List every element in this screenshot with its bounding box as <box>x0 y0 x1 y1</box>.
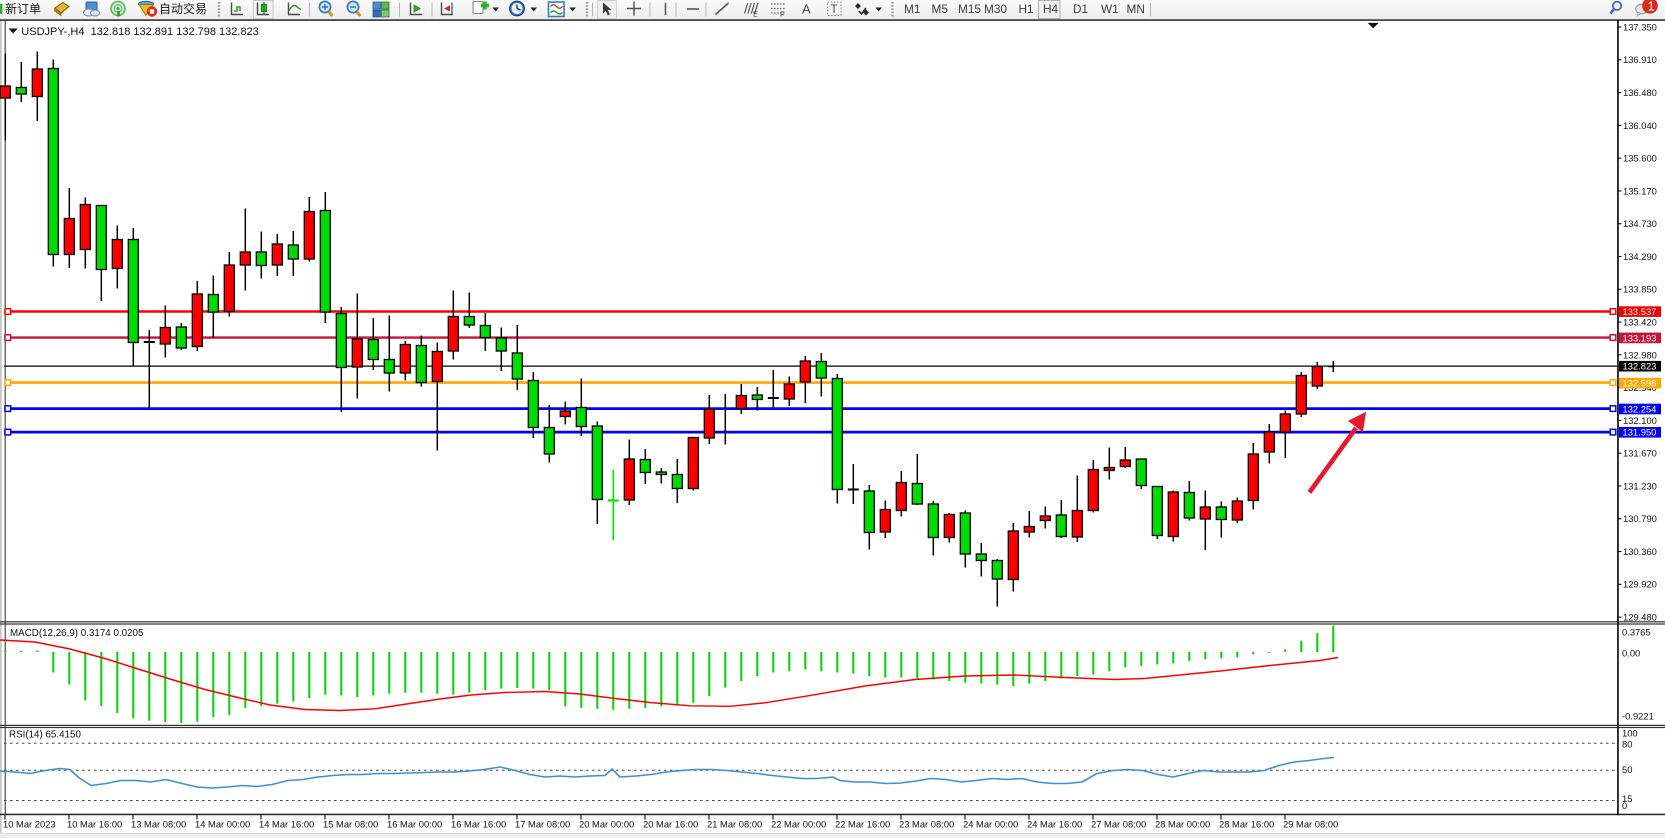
svg-text:14 Mar 16:00: 14 Mar 16:00 <box>259 819 314 830</box>
svg-text:0.3765: 0.3765 <box>1622 626 1651 637</box>
svg-text:22 Mar 00:00: 22 Mar 00:00 <box>771 819 826 830</box>
svg-text:13 Mar 08:00: 13 Mar 08:00 <box>131 819 186 830</box>
svg-text:23 Mar 08:00: 23 Mar 08:00 <box>899 819 954 830</box>
svg-text:131.670: 131.670 <box>1623 448 1657 459</box>
svg-text:131.230: 131.230 <box>1623 480 1657 491</box>
svg-text:20 Mar 16:00: 20 Mar 16:00 <box>643 819 698 830</box>
svg-text:136.040: 136.040 <box>1623 120 1657 131</box>
svg-text:自动交易: 自动交易 <box>159 1 207 16</box>
svg-text:D1: D1 <box>1073 2 1088 16</box>
svg-text:15: 15 <box>1622 793 1632 804</box>
svg-text:10 Mar 16:00: 10 Mar 16:00 <box>67 819 122 830</box>
svg-text:28 Mar 00:00: 28 Mar 00:00 <box>1155 819 1210 830</box>
svg-text:16 Mar 00:00: 16 Mar 00:00 <box>387 819 442 830</box>
svg-text:27 Mar 08:00: 27 Mar 08:00 <box>1091 819 1146 830</box>
svg-text:132.100: 132.100 <box>1623 415 1657 426</box>
svg-text:29 Mar 08:00: 29 Mar 08:00 <box>1283 819 1338 830</box>
svg-text:USDJPY-,H4 132.818 132.891 13: USDJPY-,H4 132.818 132.891 132.798 132.8… <box>21 26 258 38</box>
svg-text:129.480: 129.480 <box>1623 611 1657 622</box>
svg-text:130.360: 130.360 <box>1623 546 1657 557</box>
svg-text:A: A <box>802 2 811 17</box>
svg-text:136.910: 136.910 <box>1623 54 1657 65</box>
svg-text:132.598: 132.598 <box>1623 378 1657 389</box>
svg-text:RSI(14) 65.4150: RSI(14) 65.4150 <box>9 729 81 740</box>
svg-text:0.00: 0.00 <box>1622 647 1640 658</box>
svg-text:133.193: 133.193 <box>1623 332 1657 343</box>
svg-text:135.600: 135.600 <box>1623 153 1657 164</box>
svg-text:132.980: 132.980 <box>1623 349 1657 360</box>
svg-text:24 Mar 16:00: 24 Mar 16:00 <box>1027 819 1082 830</box>
svg-text:134.290: 134.290 <box>1623 251 1657 262</box>
svg-text:F: F <box>780 10 785 19</box>
svg-text:132.254: 132.254 <box>1623 403 1657 414</box>
svg-text:129.920: 129.920 <box>1623 579 1657 590</box>
svg-text:M5: M5 <box>932 2 949 16</box>
svg-text:17 Mar 08:00: 17 Mar 08:00 <box>515 819 570 830</box>
svg-text:15 Mar 08:00: 15 Mar 08:00 <box>323 819 378 830</box>
svg-text:21 Mar 08:00: 21 Mar 08:00 <box>707 819 762 830</box>
svg-text:MN: MN <box>1127 2 1145 16</box>
svg-text:22 Mar 16:00: 22 Mar 16:00 <box>835 819 890 830</box>
svg-text:137.350: 137.350 <box>1623 21 1657 32</box>
svg-text:136.480: 136.480 <box>1623 87 1657 98</box>
svg-text:16 Mar 16:00: 16 Mar 16:00 <box>451 819 506 830</box>
svg-text:80: 80 <box>1622 738 1632 749</box>
svg-text:W1: W1 <box>1101 2 1119 16</box>
svg-text:MACD(12,26,9) 0.3174 0.0205: MACD(12,26,9) 0.3174 0.0205 <box>10 628 144 639</box>
svg-text:134.730: 134.730 <box>1623 218 1657 229</box>
svg-text:130.790: 130.790 <box>1623 513 1657 524</box>
svg-text:133.850: 133.850 <box>1623 284 1657 295</box>
svg-text:24 Mar 00:00: 24 Mar 00:00 <box>963 819 1018 830</box>
svg-text:135.170: 135.170 <box>1623 185 1657 196</box>
svg-text:131.950: 131.950 <box>1623 427 1657 438</box>
svg-text:100: 100 <box>1622 727 1638 738</box>
svg-text:-0.9221: -0.9221 <box>1622 710 1654 721</box>
svg-text:133.420: 133.420 <box>1623 316 1657 327</box>
svg-text:T: T <box>831 4 838 16</box>
svg-text:133.537: 133.537 <box>1623 306 1657 317</box>
svg-text:28 Mar 16:00: 28 Mar 16:00 <box>1219 819 1274 830</box>
svg-text:1: 1 <box>1648 0 1655 13</box>
svg-text:0: 0 <box>1622 800 1627 811</box>
svg-text:H1: H1 <box>1019 2 1034 16</box>
svg-text:H4: H4 <box>1043 2 1059 16</box>
svg-text:132.823: 132.823 <box>1623 361 1657 372</box>
svg-text:14 Mar 00:00: 14 Mar 00:00 <box>195 819 250 830</box>
svg-text:新订单: 新订单 <box>5 1 41 16</box>
svg-text:E: E <box>753 10 758 19</box>
svg-text:10 Mar 2023: 10 Mar 2023 <box>3 819 56 830</box>
svg-text:20 Mar 00:00: 20 Mar 00:00 <box>579 819 634 830</box>
svg-text:M30: M30 <box>984 2 1007 16</box>
svg-text:M15: M15 <box>958 2 981 16</box>
svg-text:50: 50 <box>1622 764 1632 775</box>
svg-text:M1: M1 <box>904 2 920 16</box>
